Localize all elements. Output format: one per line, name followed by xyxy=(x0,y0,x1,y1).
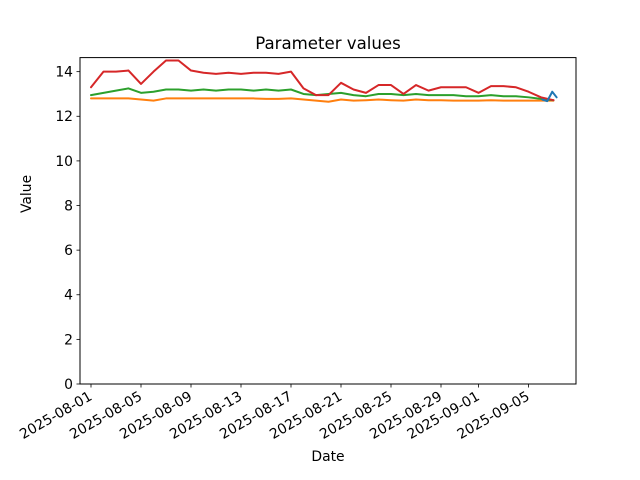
x-axis-label: Date xyxy=(311,449,345,465)
y-tick-label: 8 xyxy=(64,198,73,214)
y-tick-label: 10 xyxy=(55,154,73,170)
y-tick-label: 6 xyxy=(64,243,73,259)
plot-border xyxy=(79,57,577,385)
series-line-parameter-blue-end-segment xyxy=(541,90,558,103)
series-line-parameter-red xyxy=(90,59,555,102)
y-tick-label: 12 xyxy=(55,109,73,125)
series-line-parameter-orange xyxy=(90,97,555,103)
y-axis-label: Value xyxy=(18,174,35,213)
y-tick-label: 0 xyxy=(64,377,73,393)
chart-title: Parameter values xyxy=(255,34,401,53)
y-tick-label: 4 xyxy=(64,288,73,304)
y-tick-label: 2 xyxy=(64,332,73,348)
y-tick-label: 14 xyxy=(55,65,73,81)
